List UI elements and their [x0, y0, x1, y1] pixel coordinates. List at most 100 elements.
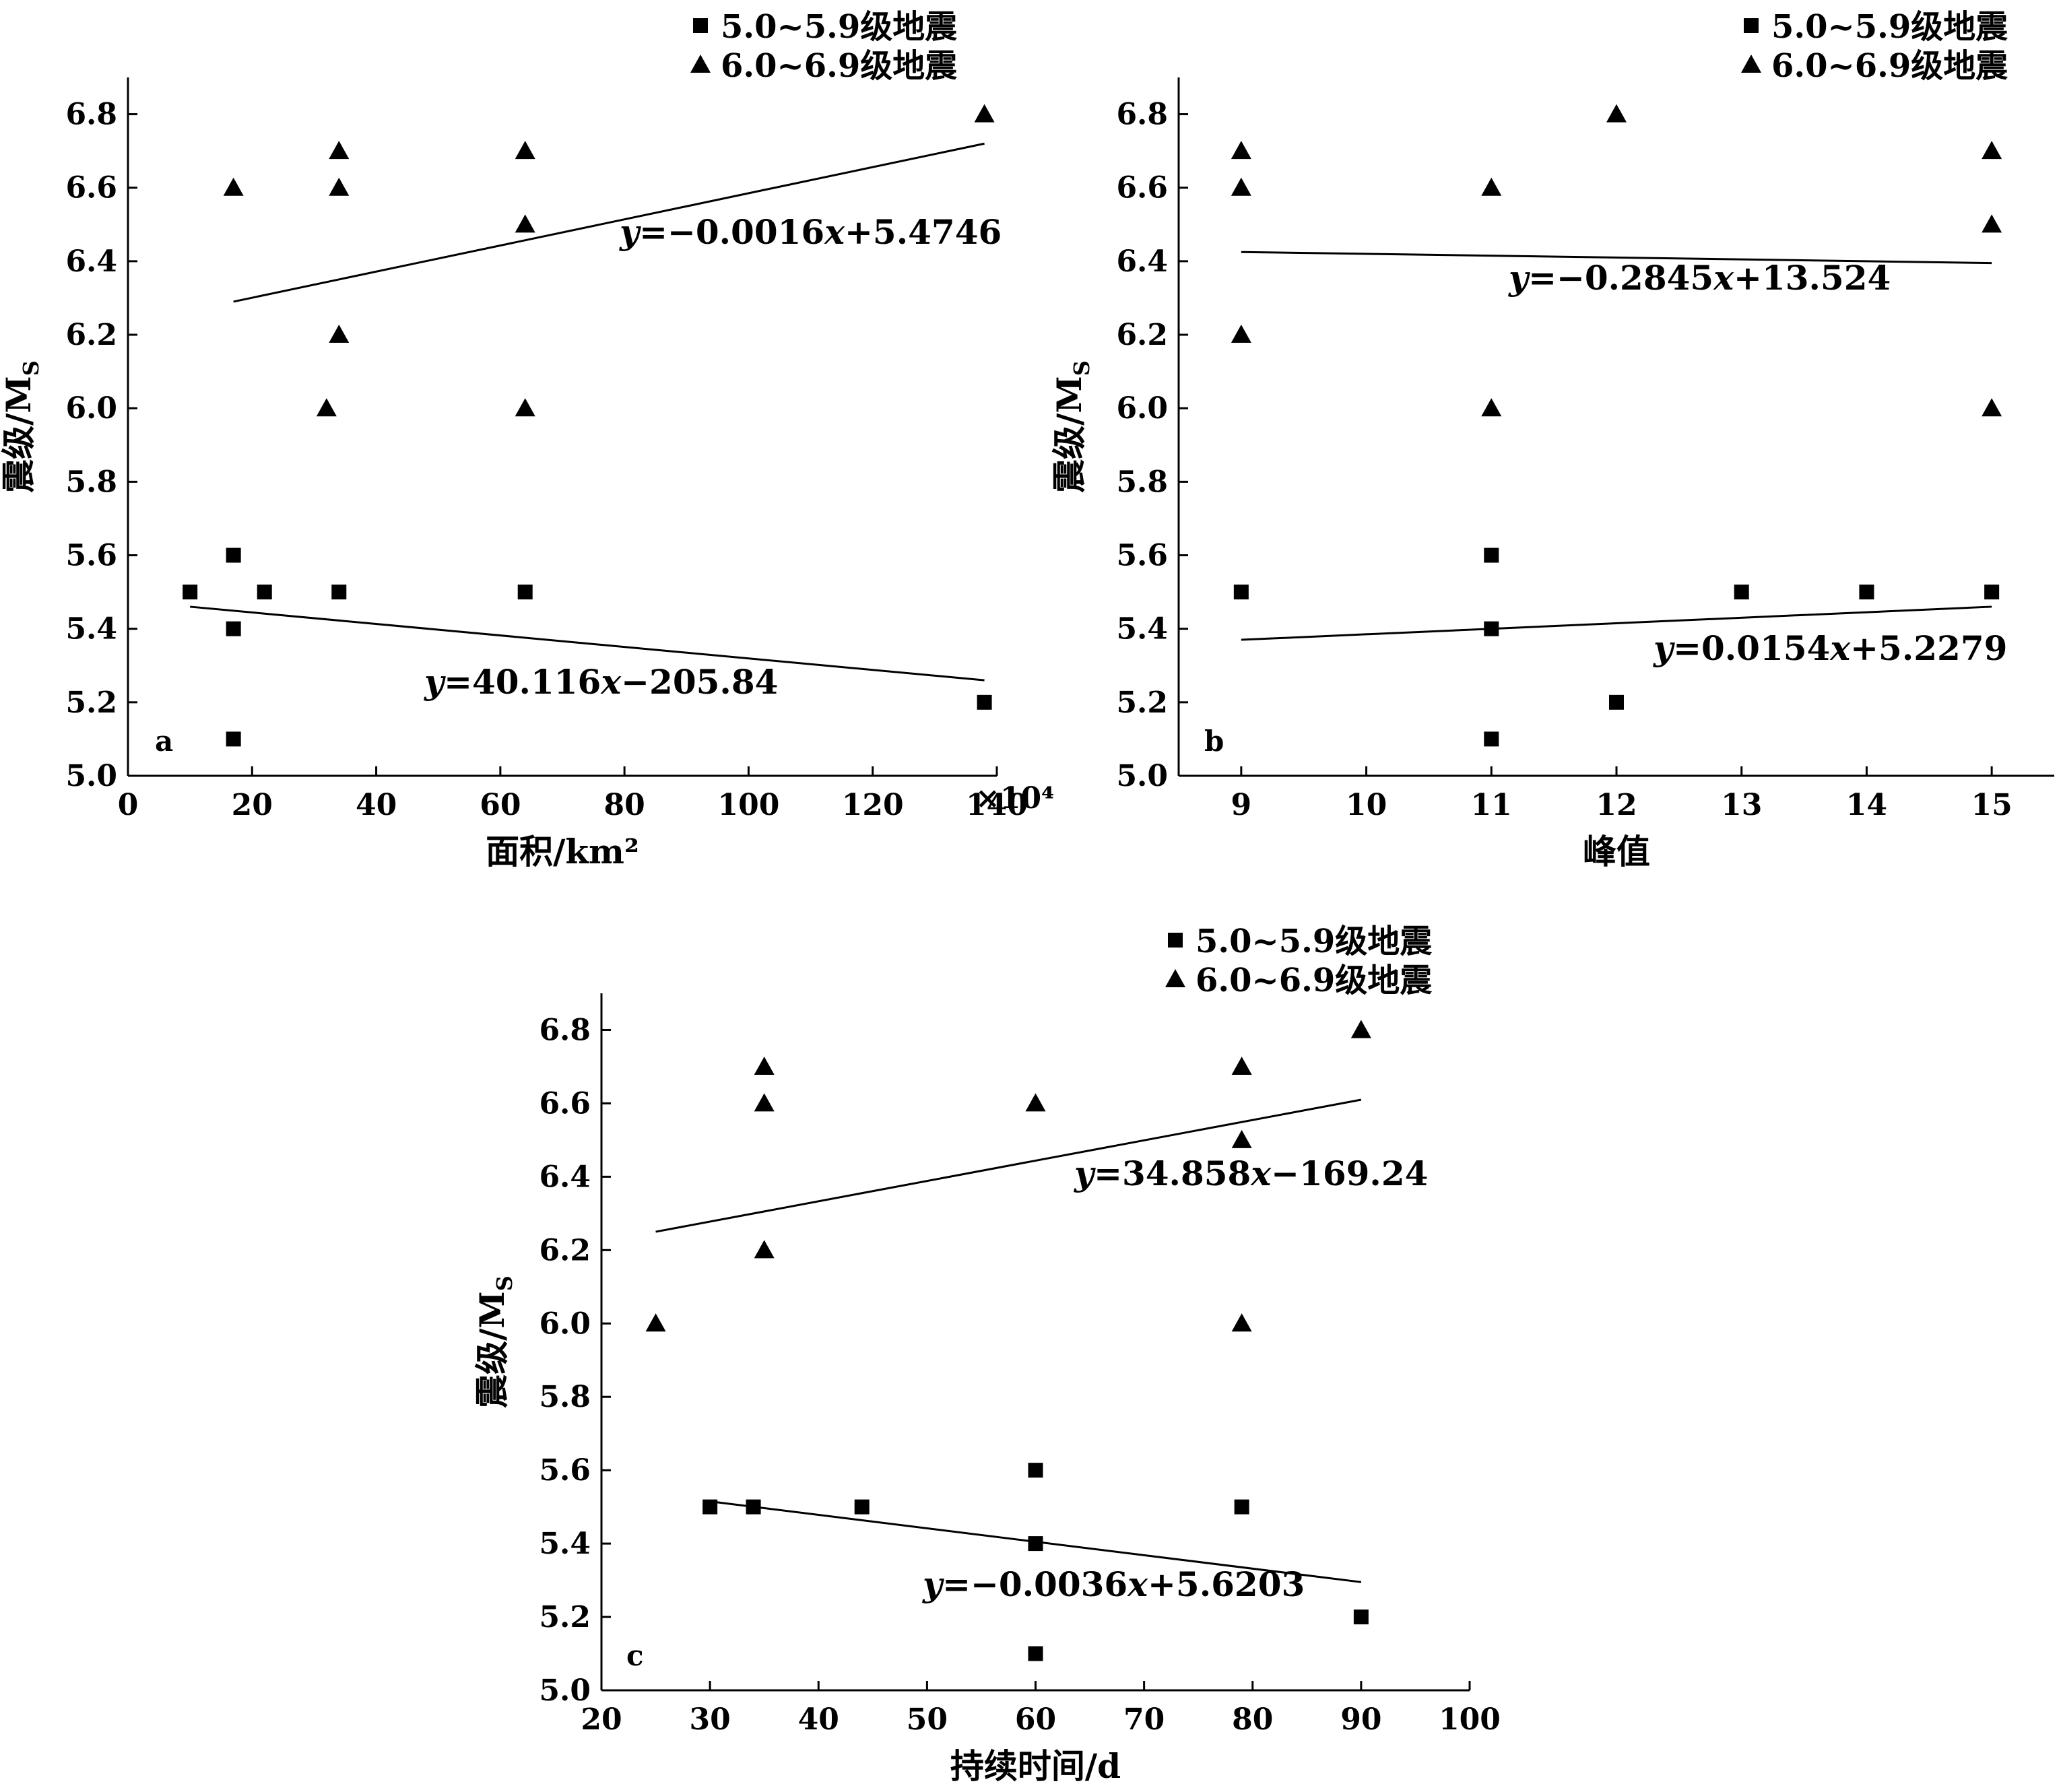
equation-part: y [1508, 258, 1530, 298]
x-tick-label: 9 [1231, 788, 1252, 822]
y-tick-label: 6.2 [1116, 318, 1168, 352]
y-tick-label: 6.4 [1116, 244, 1168, 279]
square-marker [854, 1499, 870, 1515]
triangle-marker [1231, 1313, 1252, 1332]
x-tick-label: 90 [1340, 1702, 1381, 1737]
regression-equation: y=−0.0036x+5.6203 [922, 1564, 1305, 1604]
x-tick-label: 100 [717, 788, 779, 822]
y-axis-label-main: 震级/M [472, 1291, 512, 1408]
panel-letter: b [1204, 725, 1224, 758]
y-axis-label-subscript: S [492, 1275, 517, 1291]
panel-b: 5.0 5.2 5.4 5.6 5.8 6.0 6.2 6.4 6.6 6.8 9 10 11 12 13 1… [1049, 8, 2054, 871]
square-marker [693, 18, 708, 33]
triangle-marker [1481, 398, 1502, 417]
square-marker [1233, 585, 1249, 600]
x-tick-label: 12 [1596, 788, 1637, 822]
square-marker [1484, 547, 1499, 563]
square-marker [1859, 585, 1874, 600]
square-marker [746, 1499, 761, 1515]
triangle-marker [645, 1313, 666, 1332]
y-tick-label: 6.0 [65, 391, 117, 426]
triangle-marker [1982, 398, 2002, 417]
equation-part: +5.2279 [1850, 628, 2007, 668]
y-axis-label-subscript: S [1069, 360, 1094, 376]
y-tick-label: 5.4 [539, 1527, 591, 1561]
regression-equation: y=0.0154x+5.2279 [1653, 628, 2007, 668]
equation-part: +5.6203 [1148, 1564, 1305, 1604]
triangle-marker [1231, 141, 1251, 160]
x-tick-label: 50 [907, 1702, 948, 1737]
y-tick-label: 5.2 [539, 1600, 591, 1634]
y-tick-label: 6.6 [65, 171, 117, 205]
y-tick-label: 6.4 [65, 244, 117, 279]
fit-line [233, 142, 985, 303]
regression-equation: y=−0.2845x+13.524 [1508, 258, 1891, 298]
y-axis-label: 震级/MS [1049, 360, 1094, 493]
equation-part: x [1127, 1564, 1148, 1604]
triangle-marker [1741, 55, 1761, 73]
y-tick-label: 6.2 [65, 318, 117, 352]
y-tick-label: 6.2 [539, 1233, 591, 1267]
x-tick-label: 140 [966, 788, 1028, 822]
x-tick-label: 100 [1439, 1702, 1501, 1737]
x-tick-label: 30 [690, 1702, 731, 1737]
y-tick-label: 6.0 [1116, 391, 1168, 426]
square-marker [226, 547, 241, 563]
equation-part: =−0.0036 [942, 1564, 1127, 1604]
fit-line [1241, 251, 1992, 265]
x-tick-label: 20 [232, 788, 273, 822]
y-tick-label: 6.4 [539, 1160, 591, 1194]
x-tick-label: 60 [1015, 1702, 1056, 1737]
panel-letter: c [626, 1639, 644, 1672]
legend-label: 6.0~6.9级地震 [1771, 47, 2008, 85]
fit-line [190, 605, 985, 682]
triangle-marker [515, 398, 535, 417]
triangle-marker [754, 1240, 775, 1259]
equation-part: =0.0154 [1673, 628, 1830, 668]
y-tick-label: 5.2 [65, 686, 117, 720]
legend-label: 5.0~5.9级地震 [721, 8, 957, 46]
square-marker [1984, 585, 2000, 600]
x-tick-label: 70 [1123, 1702, 1165, 1737]
triangle-marker [316, 398, 337, 417]
square-marker [1484, 731, 1499, 747]
y-tick-label: 6.8 [1116, 98, 1168, 132]
triangle-marker [515, 214, 535, 233]
y-tick-label: 5.6 [1116, 539, 1168, 573]
triangle-marker [1231, 325, 1251, 343]
x-tick-label: 80 [1232, 1702, 1273, 1737]
equation-part: −205.84 [621, 662, 778, 702]
x-axis-label: 持续时间/d [950, 1746, 1121, 1786]
legend-label: 6.0~6.9级地震 [721, 47, 957, 85]
y-tick-label: 5.0 [1116, 759, 1168, 793]
triangle-marker [1982, 141, 2002, 160]
square-marker [257, 585, 272, 600]
square-marker [1234, 1499, 1249, 1515]
x-tick-label: 40 [356, 788, 397, 822]
square-marker [1028, 1536, 1043, 1552]
square-marker [1353, 1610, 1369, 1625]
y-axis-label: 震级/MS [0, 360, 44, 493]
y-tick-label: 6.6 [1116, 171, 1168, 205]
x-tick-label: 13 [1721, 788, 1762, 822]
y-axis-label-main: 震级/M [1049, 376, 1089, 493]
square-marker [1168, 933, 1183, 948]
equation-part: =−0.0016 [639, 212, 824, 252]
regression-equation: y=40.116x−205.84 [424, 662, 778, 702]
triangle-marker [1231, 177, 1251, 196]
x-tick-label: 10 [1346, 788, 1387, 822]
y-tick-label: 5.0 [65, 759, 117, 793]
x-tick-label: 15 [1971, 788, 2013, 822]
fit-line [1241, 605, 1992, 641]
triangle-marker [974, 104, 995, 123]
y-tick-label: 5.0 [539, 1673, 591, 1708]
triangle-marker [1350, 1020, 1371, 1038]
square-marker [1028, 1646, 1043, 1661]
equation-part: y [1074, 1154, 1096, 1193]
y-tick-label: 5.8 [539, 1380, 591, 1414]
triangle-marker [1606, 104, 1627, 123]
y-tick-label: 6.8 [539, 1013, 591, 1047]
equation-part: y [424, 662, 446, 702]
y-tick-label: 5.4 [1116, 612, 1168, 646]
